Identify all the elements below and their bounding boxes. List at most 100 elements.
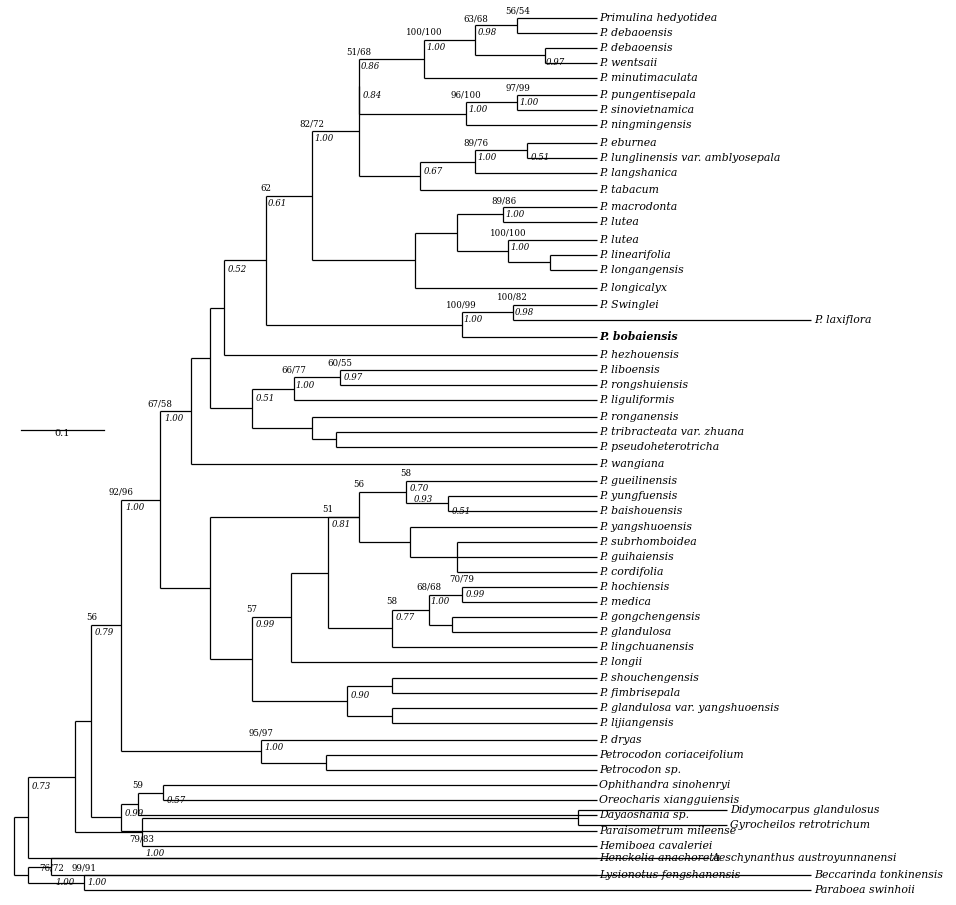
Text: P. fimbrisepala: P. fimbrisepala — [599, 688, 681, 698]
Text: P. rongshuiensis: P. rongshuiensis — [599, 380, 688, 390]
Text: 0.70: 0.70 — [409, 484, 428, 493]
Text: 100/100: 100/100 — [406, 27, 443, 36]
Text: 0.73: 0.73 — [32, 782, 51, 791]
Text: P. eburnea: P. eburnea — [599, 138, 657, 148]
Text: 63/68: 63/68 — [463, 14, 488, 24]
Text: 0.98: 0.98 — [477, 28, 496, 37]
Text: P. ronganensis: P. ronganensis — [599, 412, 679, 422]
Text: 1.00: 1.00 — [55, 878, 75, 887]
Text: 0.77: 0.77 — [396, 613, 415, 622]
Text: 1.00: 1.00 — [510, 243, 530, 252]
Text: P. subrhomboidea: P. subrhomboidea — [599, 537, 697, 547]
Text: 97/99: 97/99 — [505, 84, 530, 93]
Text: 1.00: 1.00 — [265, 743, 284, 752]
Text: 57: 57 — [247, 605, 257, 614]
Text: 59: 59 — [133, 780, 143, 789]
Text: 0.81: 0.81 — [332, 520, 351, 529]
Text: P. tribracteata var. zhuana: P. tribracteata var. zhuana — [599, 427, 745, 437]
Text: 51/68: 51/68 — [346, 47, 372, 56]
Text: Ophithandra sinohenryi: Ophithandra sinohenryi — [599, 780, 731, 790]
Text: 1.00: 1.00 — [88, 878, 107, 887]
Text: P. yangshuoensis: P. yangshuoensis — [599, 522, 692, 532]
Text: 68/68: 68/68 — [416, 583, 442, 592]
Text: 0.97: 0.97 — [546, 59, 565, 68]
Text: P. guihaiensis: P. guihaiensis — [599, 552, 674, 562]
Text: 1.00: 1.00 — [164, 414, 184, 423]
Text: 1.00: 1.00 — [431, 597, 450, 606]
Text: P. longicalyx: P. longicalyx — [599, 283, 667, 293]
Text: P. langshanica: P. langshanica — [599, 168, 678, 178]
Text: P. glandulosa var. yangshuoensis: P. glandulosa var. yangshuoensis — [599, 703, 780, 713]
Text: 1.00: 1.00 — [468, 106, 488, 115]
Text: P. lingchuanensis: P. lingchuanensis — [599, 642, 694, 652]
Text: Primulina hedyotidea: Primulina hedyotidea — [599, 13, 718, 23]
Text: 56: 56 — [86, 614, 97, 623]
Text: P. ningmingensis: P. ningmingensis — [599, 120, 692, 130]
Text: P. minutimaculata: P. minutimaculata — [599, 73, 698, 83]
Text: 0.84: 0.84 — [362, 91, 382, 100]
Text: 96/100: 96/100 — [451, 90, 482, 100]
Text: 60/55: 60/55 — [328, 358, 353, 367]
Text: 0.51: 0.51 — [255, 394, 274, 403]
Text: P. debaoensis: P. debaoensis — [599, 43, 673, 53]
Text: Gyrocheilos retrotrichum: Gyrocheilos retrotrichum — [730, 820, 870, 830]
Text: P. pungentisepala: P. pungentisepala — [599, 90, 696, 100]
Text: P. wangiana: P. wangiana — [599, 459, 664, 469]
Text: P. sinovietnamica: P. sinovietnamica — [599, 105, 695, 115]
Text: 0.52: 0.52 — [228, 265, 247, 274]
Text: 0.67: 0.67 — [424, 167, 443, 176]
Text: Paraisometrum mileense: Paraisometrum mileense — [599, 826, 737, 836]
Text: P. yungfuensis: P. yungfuensis — [599, 491, 678, 501]
Text: Petrocodon coriaceifolium: Petrocodon coriaceifolium — [599, 750, 745, 760]
Text: 58: 58 — [386, 597, 397, 606]
Text: 1.00: 1.00 — [426, 43, 445, 52]
Text: P. bobaiensis: P. bobaiensis — [599, 331, 678, 342]
Text: 0.98: 0.98 — [514, 308, 533, 317]
Text: 0.1: 0.1 — [54, 429, 70, 438]
Text: P. lunglinensis var. amblyosepala: P. lunglinensis var. amblyosepala — [599, 153, 781, 163]
Text: P. glandulosa: P. glandulosa — [599, 627, 672, 637]
Text: 1.00: 1.00 — [464, 316, 483, 325]
Text: 70/79: 70/79 — [449, 575, 474, 584]
Text: P. linearifolia: P. linearifolia — [599, 250, 671, 260]
Text: P. dryas: P. dryas — [599, 735, 642, 745]
Text: 0.97: 0.97 — [344, 373, 363, 382]
Text: 1.00: 1.00 — [519, 98, 538, 107]
Text: 99/91: 99/91 — [72, 863, 97, 872]
Text: 0.99: 0.99 — [255, 620, 274, 629]
Text: 0.61: 0.61 — [268, 199, 287, 208]
Text: P. laxiflora: P. laxiflora — [814, 315, 872, 325]
Text: P. lijiangensis: P. lijiangensis — [599, 718, 674, 728]
Text: P. liguliformis: P. liguliformis — [599, 395, 675, 405]
Text: 89/86: 89/86 — [490, 196, 516, 205]
Text: 100/99: 100/99 — [446, 300, 477, 310]
Text: Paraboea swinhoii: Paraboea swinhoii — [814, 885, 915, 895]
Text: 58: 58 — [400, 469, 411, 478]
Text: P. gongchengensis: P. gongchengensis — [599, 612, 701, 622]
Text: Aeschynanthus austroyunnanensi: Aeschynanthus austroyunnanensi — [711, 853, 897, 863]
Text: 66/77: 66/77 — [281, 366, 306, 375]
Text: 51: 51 — [322, 505, 334, 514]
Text: 0.51: 0.51 — [451, 507, 470, 516]
Text: P. medica: P. medica — [599, 597, 651, 607]
Text: Henckelia anachoreta: Henckelia anachoreta — [599, 853, 721, 863]
Text: 0.99: 0.99 — [466, 590, 485, 599]
Text: 0.57: 0.57 — [167, 795, 186, 805]
Text: P. debaoensis: P. debaoensis — [599, 28, 673, 38]
Text: 67/58: 67/58 — [148, 399, 173, 408]
Text: Didymocarpus glandulosus: Didymocarpus glandulosus — [730, 805, 880, 815]
Text: 0.93: 0.93 — [414, 495, 433, 504]
Text: 89/76: 89/76 — [463, 138, 488, 148]
Text: P. longangensis: P. longangensis — [599, 265, 684, 275]
Text: 100/82: 100/82 — [497, 293, 529, 302]
Text: Lysionotus fengshanensis: Lysionotus fengshanensis — [599, 870, 741, 880]
Text: P. lutea: P. lutea — [599, 217, 640, 227]
Text: Beccarinda tonkinensis: Beccarinda tonkinensis — [814, 870, 943, 880]
Text: 92/96: 92/96 — [109, 488, 134, 497]
Text: Oreocharis xiangguiensis: Oreocharis xiangguiensis — [599, 795, 740, 805]
Text: 56: 56 — [354, 481, 364, 490]
Text: P. cordifolia: P. cordifolia — [599, 567, 664, 577]
Text: P. shouchengensis: P. shouchengensis — [599, 673, 700, 683]
Text: 56/54: 56/54 — [505, 7, 530, 16]
Text: P. hochiensis: P. hochiensis — [599, 582, 670, 592]
